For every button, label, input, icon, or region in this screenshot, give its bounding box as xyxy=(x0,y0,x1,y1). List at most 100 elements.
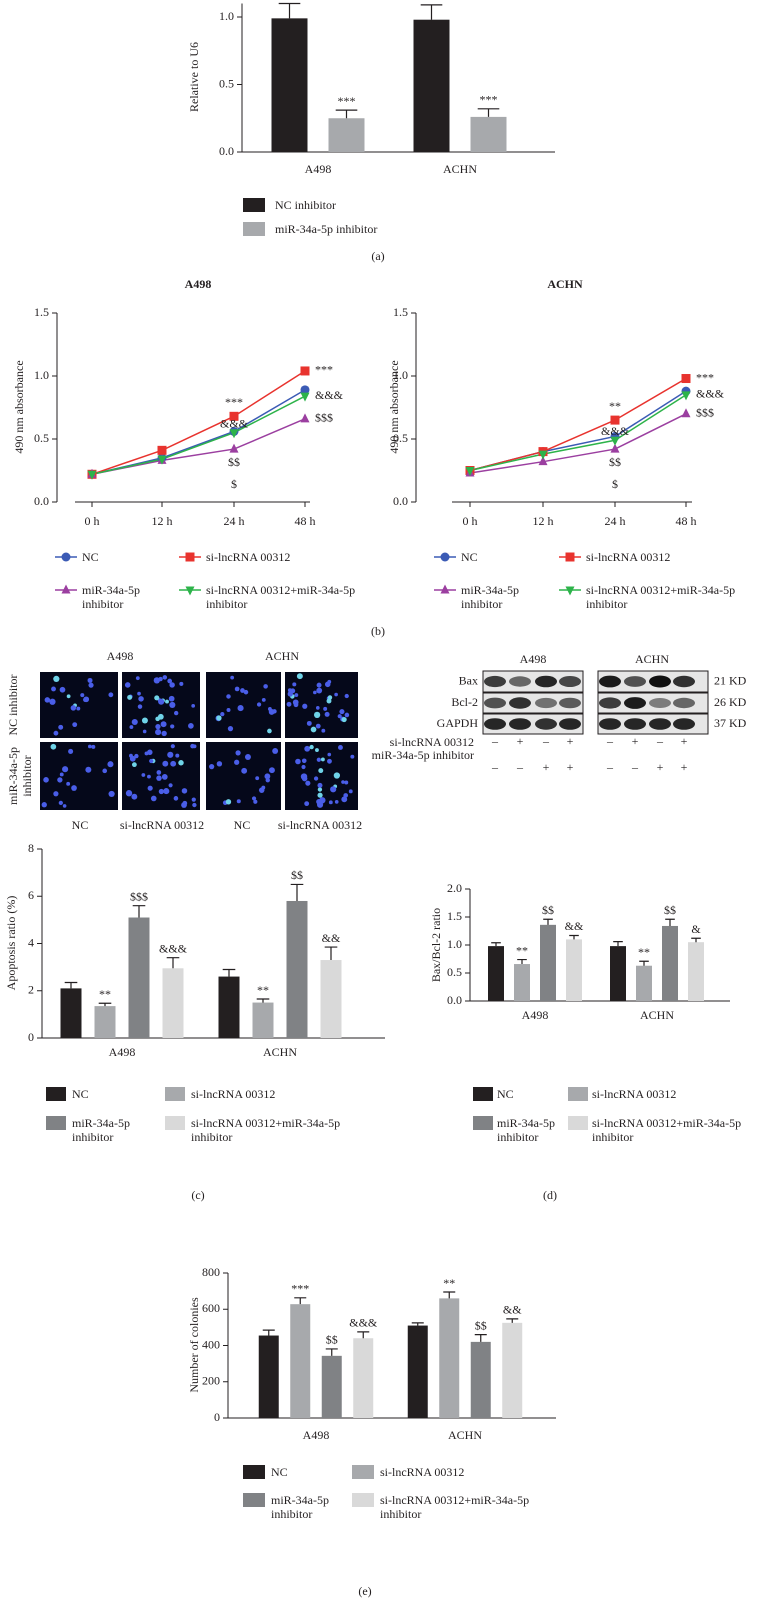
point xyxy=(465,467,475,476)
nucleus xyxy=(88,682,94,688)
nucleus xyxy=(227,726,234,732)
significance-label: ** xyxy=(443,1276,455,1290)
nucleus xyxy=(53,730,59,736)
bar xyxy=(636,965,652,1001)
point xyxy=(681,391,691,401)
y-tick-label: 0.0 xyxy=(393,494,408,508)
significance-label: *** xyxy=(315,363,333,377)
error-bar xyxy=(639,960,649,966)
nucleus xyxy=(161,730,167,737)
bar xyxy=(413,19,450,153)
blot-band xyxy=(599,718,621,730)
caption: (b) xyxy=(371,624,385,638)
point xyxy=(610,443,620,453)
legend-swatch xyxy=(568,1116,588,1130)
nucleus xyxy=(44,697,51,703)
nucleus xyxy=(162,760,169,767)
nucleus xyxy=(267,728,272,734)
legend-label: miR-34a-5p inhibitor xyxy=(271,1493,329,1521)
nucleus xyxy=(237,705,244,712)
y-tick-label: 0.5 xyxy=(219,76,234,90)
nucleus xyxy=(156,770,162,775)
legend-label: si-lncRNA 00312+miR-34a-5p inhibitor xyxy=(191,1116,341,1144)
nucleus xyxy=(165,699,169,704)
significance-label: ** xyxy=(638,945,650,959)
micrograph xyxy=(122,742,200,810)
y-tick-label: 0 xyxy=(28,1030,34,1044)
point xyxy=(300,413,310,423)
nucleus xyxy=(327,758,332,764)
bar xyxy=(407,1325,428,1418)
nucleus xyxy=(292,682,297,687)
legend-marker xyxy=(185,586,195,596)
nucleus xyxy=(188,723,194,729)
blot-band xyxy=(559,697,581,709)
significance-label: &&& xyxy=(220,416,249,430)
condition-sign: + xyxy=(657,760,664,774)
nucleus xyxy=(313,711,321,719)
nucleus xyxy=(87,677,93,683)
nucleus xyxy=(253,799,258,804)
micrograph xyxy=(206,672,281,738)
legend-swatch xyxy=(243,198,265,212)
significance-label: &&& xyxy=(159,941,188,955)
nucleus xyxy=(269,767,275,774)
y-tick-label: 1.0 xyxy=(393,368,408,382)
error-bar xyxy=(491,942,501,947)
nucleus xyxy=(91,744,96,749)
nucleus xyxy=(58,724,64,730)
significance-label: & xyxy=(691,922,701,936)
bar xyxy=(286,900,308,1038)
nucleus xyxy=(83,696,90,703)
significance-label: *** xyxy=(338,94,356,108)
bar xyxy=(252,1002,274,1038)
condition-sign: – xyxy=(656,734,664,748)
error-bar xyxy=(325,1348,338,1356)
nucleus xyxy=(181,788,188,794)
group-label: A498 xyxy=(520,652,547,666)
nucleus xyxy=(62,804,67,808)
condition-sign: + xyxy=(517,734,524,748)
blot-band xyxy=(559,676,581,687)
nucleus xyxy=(341,780,345,784)
nucleus xyxy=(169,682,175,688)
bar xyxy=(321,1355,342,1418)
nucleus xyxy=(235,750,241,756)
error-bar xyxy=(569,934,579,940)
y-axis-label: Apoptosis ratio (%) xyxy=(4,896,18,991)
micrograph xyxy=(40,742,118,810)
bar xyxy=(162,968,184,1038)
nucleus xyxy=(272,748,279,754)
nucleus xyxy=(327,752,332,757)
legend-label: si-lncRNA 00312 xyxy=(586,550,671,564)
nucleus xyxy=(107,761,114,768)
y-axis-label: Relative to U6 xyxy=(187,42,201,112)
legend-label: NC xyxy=(271,1465,288,1479)
legend-label: NC xyxy=(82,550,99,564)
legend-label: si-lncRNA 00312+miR-34a-5p inhibitor xyxy=(592,1116,742,1144)
x-tick-label: 12 h xyxy=(152,514,173,528)
condition-sign: – xyxy=(491,760,499,774)
significance-label: && xyxy=(565,919,584,933)
nucleus xyxy=(320,757,325,762)
significance-label: &&& xyxy=(696,387,725,401)
y-axis-label: 490 nm absorbance xyxy=(12,360,26,453)
caption: (d) xyxy=(543,1188,557,1202)
legend-swatch xyxy=(46,1087,66,1101)
y-tick-label: 800 xyxy=(202,1265,220,1279)
nucleus xyxy=(315,723,321,729)
nucleus xyxy=(302,703,308,709)
series-line xyxy=(469,413,687,474)
nucleus xyxy=(321,728,326,733)
blot-panel xyxy=(482,670,584,693)
x-tick-label: ACHN xyxy=(640,1008,674,1022)
blot-band xyxy=(535,718,557,730)
nucleus xyxy=(170,724,175,729)
nucleus xyxy=(134,753,139,759)
nucleus xyxy=(174,710,179,716)
significance-label: $$ xyxy=(542,903,554,917)
x-tick-label: 0 h xyxy=(85,514,100,528)
nucleus xyxy=(337,745,343,750)
condition-sign: – xyxy=(491,734,499,748)
nucleus xyxy=(209,764,215,770)
